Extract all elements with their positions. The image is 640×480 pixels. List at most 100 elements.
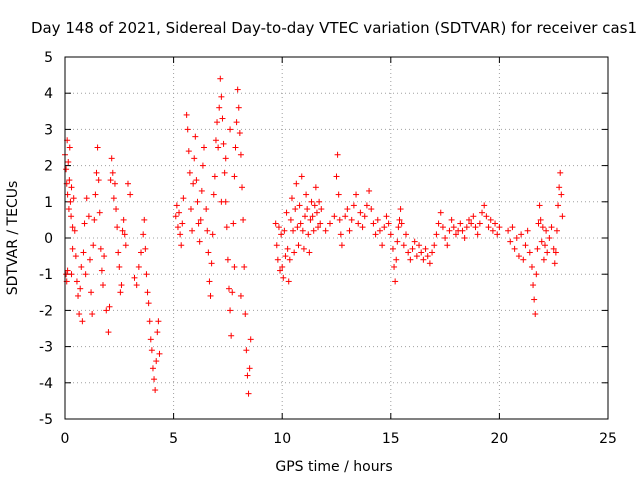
data-point (366, 187, 373, 194)
data-point (281, 227, 288, 234)
data-point (211, 173, 218, 180)
data-point (231, 173, 238, 180)
data-point (119, 227, 126, 234)
data-point (73, 278, 80, 285)
data-point (452, 231, 459, 238)
data-point (245, 390, 252, 397)
data-point (106, 303, 113, 310)
data-point (357, 209, 364, 216)
data-point (385, 220, 392, 227)
data-point (217, 75, 224, 82)
data-point (154, 329, 161, 336)
data-point (149, 365, 156, 372)
data-point (317, 220, 324, 227)
data-point (476, 220, 483, 227)
data-point (550, 245, 557, 252)
data-point (420, 256, 427, 263)
data-point (121, 231, 128, 238)
data-point (65, 206, 72, 213)
data-point (239, 184, 246, 191)
data-point (173, 202, 180, 209)
data-point (185, 148, 192, 155)
data-points (62, 75, 566, 397)
data-point (122, 242, 129, 249)
data-point (209, 231, 216, 238)
data-point (242, 311, 249, 318)
data-point (526, 249, 533, 256)
data-point (346, 227, 353, 234)
data-point (68, 184, 75, 191)
data-point (81, 220, 88, 227)
data-point (435, 220, 442, 227)
data-point (539, 224, 546, 231)
data-point (72, 253, 79, 260)
data-point (204, 227, 211, 234)
data-point (359, 224, 366, 231)
data-point (155, 318, 162, 325)
data-point (538, 238, 545, 245)
data-point (395, 224, 402, 231)
data-point (444, 242, 451, 249)
data-point (180, 195, 187, 202)
data-point (183, 111, 190, 118)
data-point (230, 220, 237, 227)
data-point (400, 242, 407, 249)
axis-ticks (64, 56, 609, 420)
data-point (233, 119, 240, 126)
data-point (394, 238, 401, 245)
chart-title: Day 148 of 2021, Sidereal Day-to-day VTE… (31, 19, 637, 37)
data-point (433, 231, 440, 238)
data-point (376, 227, 383, 234)
data-point (65, 158, 72, 165)
data-point (66, 177, 73, 184)
data-point (326, 220, 333, 227)
data-point (220, 140, 227, 147)
data-point (69, 224, 76, 231)
x-tick-labels: 0 5 10 15 20 25 (61, 431, 617, 447)
data-point (530, 282, 537, 289)
data-point (348, 216, 355, 223)
data-point (311, 202, 318, 209)
data-point (479, 209, 486, 216)
data-point (118, 282, 125, 289)
data-point (307, 216, 314, 223)
data-point (227, 307, 234, 314)
data-point (379, 242, 386, 249)
data-point (273, 242, 280, 249)
data-point (515, 253, 522, 260)
data-point (186, 169, 193, 176)
y-tick-label: 2 (44, 159, 53, 175)
data-point (225, 285, 232, 292)
data-point (309, 213, 316, 220)
data-point (308, 198, 315, 205)
data-point (247, 336, 254, 343)
data-point (246, 365, 253, 372)
data-point (63, 271, 70, 278)
data-point (100, 282, 107, 289)
data-point (152, 387, 159, 394)
data-point (115, 249, 122, 256)
data-point (296, 202, 303, 209)
data-point (518, 231, 525, 238)
x-tick-label: 0 (61, 431, 70, 447)
data-point (507, 238, 514, 245)
data-point (147, 336, 154, 343)
x-tick-label: 25 (599, 431, 617, 447)
x-tick-label: 10 (273, 431, 291, 447)
data-point (534, 245, 541, 252)
data-point (437, 209, 444, 216)
data-point (282, 253, 289, 260)
data-point (143, 271, 150, 278)
data-point (279, 263, 286, 270)
data-point (193, 177, 200, 184)
data-point (191, 155, 198, 162)
data-point (442, 235, 449, 241)
data-point (336, 216, 343, 223)
data-point (416, 242, 423, 249)
data-point (310, 227, 317, 234)
data-point (492, 220, 499, 227)
data-point (197, 216, 204, 223)
data-point (393, 256, 400, 263)
data-point (76, 311, 83, 318)
data-point (189, 227, 196, 234)
